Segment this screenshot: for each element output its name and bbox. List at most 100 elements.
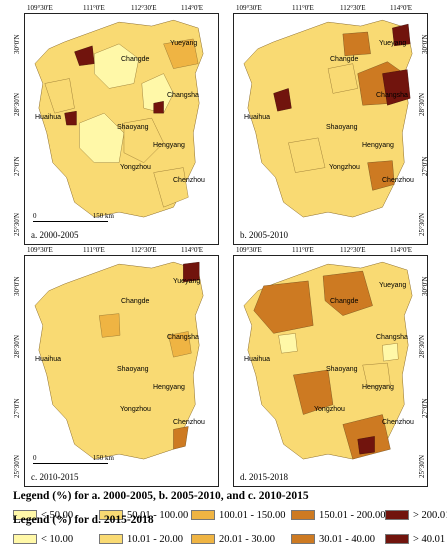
city-label-yongzhou: Yongzhou [314, 406, 345, 413]
legend-item: 150.01 - 200.00 [291, 508, 386, 522]
legend-swatch [191, 510, 215, 520]
city-label-changsha: Changsha [167, 334, 199, 341]
legend-title-1: Legend (%) for a. 2000-2005, b. 2005-201… [13, 490, 309, 502]
region [392, 23, 411, 47]
city-label-hengyang: Hengyang [362, 384, 394, 391]
legend-item: < 10.00 [13, 532, 73, 546]
region [173, 426, 189, 450]
city-label-chenzhou: Chenzhou [382, 177, 414, 184]
city-label-huaihua: Huaihua [35, 356, 62, 363]
lat-tick-label: 28°30'N [13, 92, 21, 116]
region [74, 45, 95, 66]
lat-tick-label: 28°30'N [13, 334, 21, 358]
province-base [34, 19, 204, 218]
region [362, 362, 391, 388]
city-label-hengyang: Hengyang [153, 384, 185, 391]
city-label-changsha: Changsha [376, 92, 408, 99]
lon-tick-label: 114°0'E [390, 4, 413, 12]
legend-swatch [385, 510, 409, 520]
region [123, 117, 164, 163]
lat-tick-label: 25°30'N [13, 212, 21, 236]
lon-tick-label: 112°30'E [131, 4, 157, 12]
region [273, 88, 292, 112]
region [253, 280, 314, 334]
lat-tick-label: 30°0'N [13, 276, 21, 296]
map-panel-a: 109°30'E 111°0'E 112°30'E 114°0'E 30°0'N… [13, 4, 219, 245]
legend-item: 30.01 - 40.00 [291, 532, 375, 546]
legend-item: < 50.00 [13, 508, 73, 522]
region [153, 167, 189, 208]
panel-caption: d. 2015-2018 [240, 472, 288, 482]
region [342, 414, 391, 460]
city-label-changde: Changde [121, 56, 150, 63]
lon-tick-label: 112°30'E [131, 246, 157, 254]
city-label-yueyang: Yueyang [379, 282, 407, 289]
lon-tick-label: 114°0'E [181, 4, 204, 12]
legend-item: > 200.01 [385, 508, 447, 522]
city-label-huaihua: Huaihua [244, 114, 271, 121]
province-map [243, 19, 413, 218]
region [94, 43, 140, 89]
lon-tick-label: 114°0'E [390, 246, 413, 254]
lat-tick-label: 30°0'N [13, 34, 21, 54]
region [342, 31, 371, 56]
city-label-huaihua: Huaihua [35, 114, 62, 121]
legend-swatch [385, 534, 409, 544]
legend-swatch [191, 534, 215, 544]
city-label-shaoyang: Shaoyang [326, 366, 358, 373]
city-label-changde: Changde [330, 56, 359, 63]
region [44, 78, 75, 114]
legend-swatch [99, 534, 123, 544]
city-label-changsha: Changsha [167, 92, 199, 99]
city-label-yongzhou: Yongzhou [329, 164, 360, 171]
legend-item: > 40.01 [385, 532, 445, 546]
city-label-shaoyang: Shaoyang [117, 366, 149, 373]
scale-bar: 0 150 km [33, 454, 114, 464]
city-label-shaoyang: Shaoyang [326, 124, 358, 131]
region [183, 261, 200, 283]
legend-swatch [13, 510, 37, 520]
lat-tick-label: 25°30'N [13, 454, 21, 478]
city-label-changde: Changde [121, 298, 150, 305]
lat-tick-label: 27°0'N [13, 398, 21, 418]
scale-bar: 0 150 km [33, 212, 114, 222]
lon-tick-label: 109°30'E [27, 246, 53, 254]
panel-caption: c. 2010-2015 [31, 472, 79, 482]
city-label-yongzhou: Yongzhou [120, 406, 151, 413]
legend-title-2: Legend (%) for d. 2015-2018 [13, 514, 154, 526]
city-label-yueyang: Yueyang [173, 278, 201, 285]
lat-tick-label: 27°0'N [13, 156, 21, 176]
city-label-changsha: Changsha [376, 334, 408, 341]
legend-item: 10.01 - 20.00 [99, 532, 183, 546]
lon-tick-label: 112°30'E [340, 246, 366, 254]
legend-swatch [291, 534, 315, 544]
region [357, 436, 375, 455]
lon-tick-label: 109°30'E [236, 4, 262, 12]
legend-swatch [13, 534, 37, 544]
map-panel-b: 109°30'E 111°0'E 112°30'E 114°0'E 30°0'N… [233, 4, 429, 245]
lon-tick-label: 111°0'E [83, 4, 105, 12]
region [382, 69, 411, 106]
region [327, 63, 358, 94]
lon-tick-label: 111°0'E [83, 246, 105, 254]
legend-row-2: < 10.00 10.01 - 20.00 20.01 - 30.00 30.0… [13, 532, 445, 546]
city-label-hengyang: Hengyang [362, 142, 394, 149]
region [141, 73, 174, 114]
region [64, 110, 77, 126]
legend-item: 20.01 - 30.00 [191, 532, 275, 546]
region [79, 112, 125, 163]
city-label-shaoyang: Shaoyang [117, 124, 149, 131]
city-label-yueyang: Yueyang [379, 40, 407, 47]
city-label-changde: Changde [330, 298, 359, 305]
city-label-chenzhou: Chenzhou [173, 177, 205, 184]
map-panel-c: 109°30'E 111°0'E 112°30'E 114°0'E 30°0'N… [13, 246, 219, 487]
region [382, 343, 399, 362]
city-label-hengyang: Hengyang [153, 142, 185, 149]
lon-tick-label: 114°0'E [181, 246, 204, 254]
region [168, 331, 192, 358]
lon-tick-label: 111°0'E [292, 246, 314, 254]
city-label-chenzhou: Chenzhou [382, 419, 414, 426]
province-map [243, 261, 413, 460]
province-map [34, 261, 204, 460]
panel-caption: a. 2000-2005 [31, 230, 79, 240]
